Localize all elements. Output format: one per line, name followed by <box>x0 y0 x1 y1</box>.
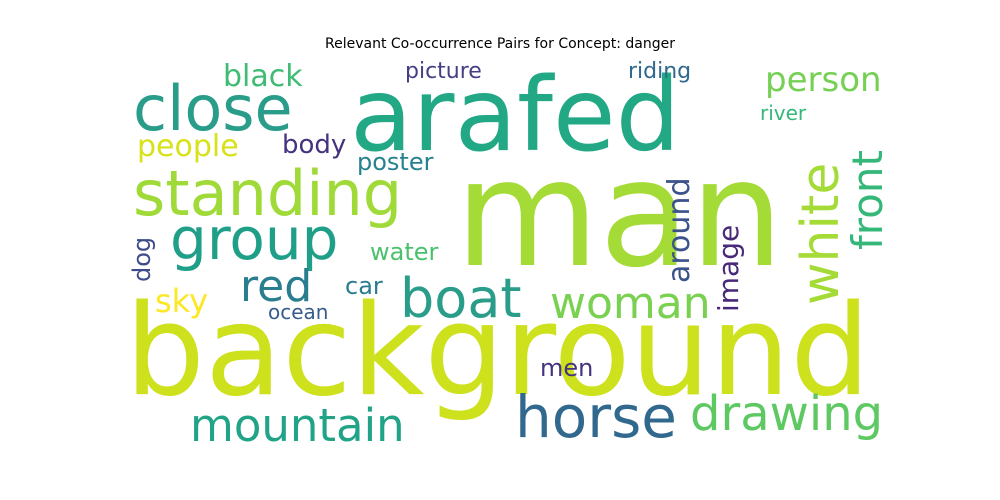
word-woman: woman <box>550 278 711 329</box>
word-cloud: man background arafed close standing group hor… <box>125 60 895 445</box>
word-horse: horse <box>515 383 677 445</box>
word-white: white <box>791 162 851 305</box>
word-river: river <box>760 101 807 125</box>
word-image: image <box>712 224 745 312</box>
word-water: water <box>370 238 439 266</box>
word-poster: poster <box>357 148 434 176</box>
word-arafed: arafed <box>350 60 681 175</box>
word-body: body <box>282 130 347 160</box>
word-boat: boat <box>400 267 522 330</box>
word-front: front <box>843 150 892 250</box>
word-person: person <box>765 60 882 100</box>
word-drawing: drawing <box>690 386 884 442</box>
word-mountain: mountain <box>190 399 405 445</box>
word-background: background <box>125 277 871 424</box>
word-riding: riding <box>628 60 692 84</box>
word-standing: standing <box>133 157 403 230</box>
word-people: people <box>137 129 239 164</box>
word-man: man <box>455 128 784 300</box>
word-red: red <box>240 261 313 312</box>
chart-title: Relevant Co-occurrence Pairs for Concept… <box>325 36 675 52</box>
word-men: men <box>540 354 594 382</box>
word-sky: sky <box>155 282 208 320</box>
word-close: close <box>133 72 293 145</box>
word-dog: dog <box>128 236 156 282</box>
word-car: car <box>345 272 383 300</box>
word-picture: picture <box>405 60 482 84</box>
word-ocean: ocean <box>268 300 329 324</box>
word-group: group <box>170 205 339 273</box>
word-around: around <box>662 177 697 283</box>
word-black: black <box>223 60 303 94</box>
